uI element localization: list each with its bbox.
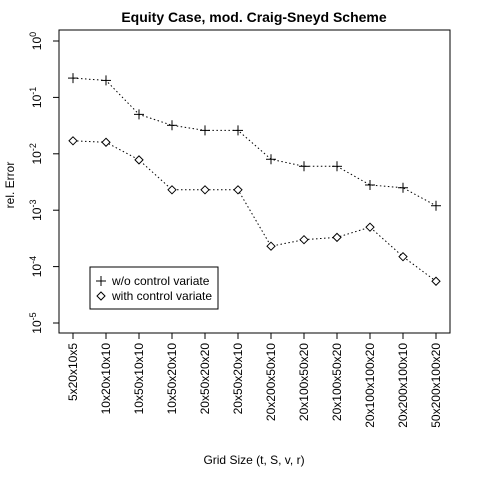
legend-box <box>89 266 219 310</box>
x-tick-label-1: 10x20x10x10 <box>99 343 113 415</box>
x-tick-label-4: 20x50x20x20 <box>198 343 212 415</box>
series-line-0 <box>72 77 437 207</box>
y-axis-label: rel. Error <box>3 162 17 209</box>
point-s0-5 <box>233 125 243 136</box>
point-s0-6 <box>266 154 276 165</box>
point-s1-8 <box>332 232 342 243</box>
series-line-1 <box>72 140 437 282</box>
legend-marker-plus <box>96 276 106 286</box>
point-s1-10 <box>398 251 408 262</box>
point-s0-9 <box>365 179 375 190</box>
point-s1-4 <box>200 185 210 195</box>
legend-label-series-1: with control variate <box>111 289 212 303</box>
point-s1-6 <box>266 241 276 251</box>
x-tick-label-10: 20x200x100x10 <box>396 343 410 428</box>
y-tick-label-2: 10-2 <box>28 143 44 164</box>
point-s1-9 <box>365 222 375 232</box>
point-s0-4 <box>200 125 210 136</box>
point-s1-7 <box>299 234 309 245</box>
y-tick-label-1: 10-1 <box>28 87 44 108</box>
x-tick-label-5: 20x50x20x10 <box>231 343 245 415</box>
x-tick-label-3: 10x50x20x10 <box>165 343 179 415</box>
point-s0-2 <box>134 109 144 120</box>
y-tick-label-5: 10-5 <box>28 312 44 333</box>
point-s1-11 <box>431 276 441 286</box>
x-tick-label-9: 20x100x100x20 <box>363 343 377 428</box>
x-tick-label-7: 20x100x50x20 <box>297 343 311 421</box>
point-s0-7 <box>299 161 309 172</box>
x-axis-label: Grid Size (t, S, v, r) <box>203 453 304 467</box>
point-s0-8 <box>332 161 342 172</box>
point-s0-11 <box>431 200 441 211</box>
x-tick-label-2: 10x50x10x10 <box>132 343 146 415</box>
y-tick-label-3: 10-3 <box>28 200 44 221</box>
legend: w/o control variate with control variate <box>89 266 219 310</box>
point-s1-5 <box>233 185 243 195</box>
y-tick-label-0: 100 <box>28 32 44 50</box>
point-s1-1 <box>101 137 111 147</box>
y-tick-label-4: 10-4 <box>28 256 44 277</box>
point-s0-1 <box>101 75 111 86</box>
x-tick-label-0: 5x20x10x5 <box>66 343 80 401</box>
y-axis: 100 10-1 10-2 10-3 10-4 10-5 <box>28 32 59 334</box>
point-s0-0 <box>68 73 78 84</box>
chart-title: Equity Case, mod. Craig-Sneyd Scheme <box>121 9 387 25</box>
legend-marker-diamond <box>96 291 106 301</box>
point-s1-2 <box>134 155 144 165</box>
x-tick-label-11: 50x200x100x20 <box>429 343 443 428</box>
x-tick-label-8: 20x100x50x20 <box>330 343 344 421</box>
plot-area <box>58 29 451 334</box>
point-s0-10 <box>398 182 408 193</box>
x-axis: 5x20x10x5 10x20x10x10 10x50x10x10 10x50x20x… <box>66 333 443 428</box>
point-s0-3 <box>167 120 177 131</box>
series-layer <box>68 73 441 286</box>
legend-label-series-0: w/o control variate <box>111 274 210 288</box>
point-s1-3 <box>167 185 177 195</box>
x-tick-label-6: 20x200x50x10 <box>264 343 278 421</box>
point-s1-0 <box>68 136 78 146</box>
